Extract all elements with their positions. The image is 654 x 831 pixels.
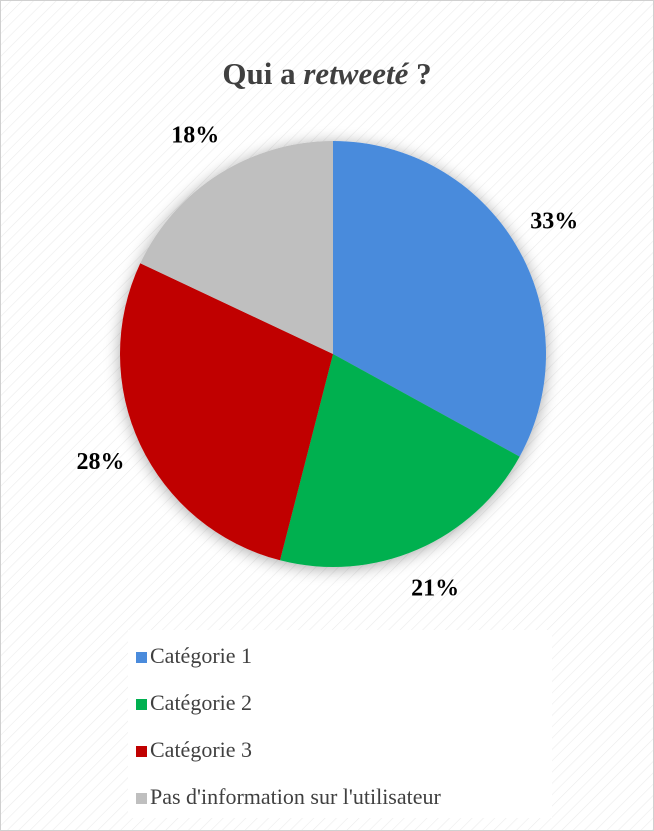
pie-slice xyxy=(280,354,520,567)
legend-box xyxy=(128,630,552,818)
data-label: 21% xyxy=(411,575,459,601)
legend-label: Catégorie 2 xyxy=(150,690,252,715)
data-label: 18% xyxy=(171,123,219,149)
title-part: Qui a xyxy=(222,56,296,91)
legend-label: Pas d'information sur l'utilisateur xyxy=(150,784,442,809)
pie-slice xyxy=(119,263,333,561)
pie-slice xyxy=(333,141,546,457)
legend-swatch xyxy=(136,699,147,710)
pie-slice xyxy=(140,141,333,354)
title-part: ? xyxy=(416,56,432,91)
legend-swatch xyxy=(136,652,147,663)
legend-label: Catégorie 3 xyxy=(150,737,252,762)
legend-swatch xyxy=(136,793,147,804)
data-label: 28% xyxy=(76,449,124,475)
data-label: 33% xyxy=(530,209,578,235)
pie xyxy=(119,141,546,567)
legend-label: Catégorie 1 xyxy=(150,643,252,668)
chart-title: Qui a retweeté ? xyxy=(222,56,431,91)
legend-swatch xyxy=(136,746,147,757)
title-part: retweeté xyxy=(303,56,409,91)
